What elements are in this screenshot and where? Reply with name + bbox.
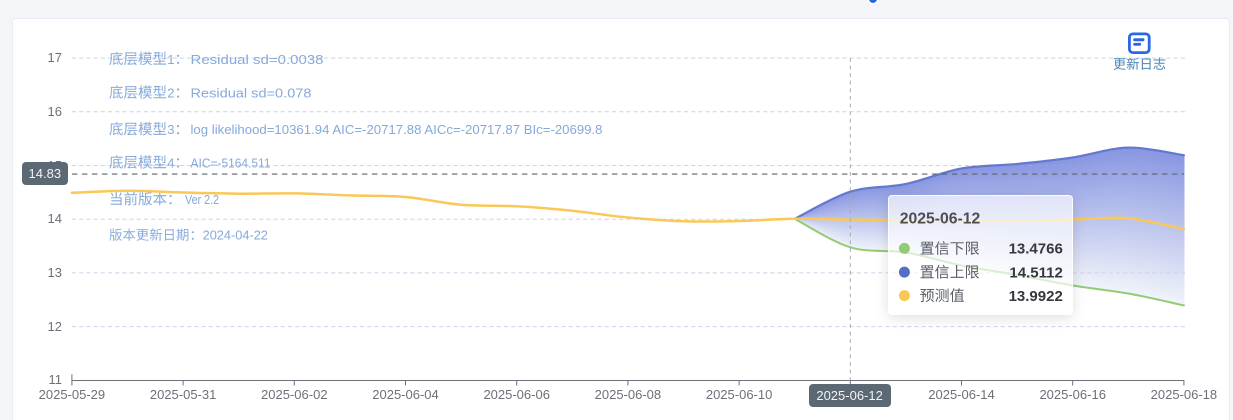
svg-text:AIC=-5164.511: AIC=-5164.511: [191, 156, 271, 171]
svg-text:Ver 2.2: Ver 2.2: [185, 192, 219, 207]
svg-text:4: 4: [167, 156, 174, 171]
svg-text:Residual sd=0.078: Residual sd=0.078: [191, 86, 312, 101]
svg-text:Residual sd=0.0038: Residual sd=0.0038: [191, 52, 324, 67]
svg-text:3: 3: [167, 122, 174, 137]
svg-text:1: 1: [167, 52, 174, 67]
svg-text:log likelihood=10361.94 AIC=-2: log likelihood=10361.94 AIC=-20717.88 AI…: [191, 122, 603, 137]
svg-text:2024-04-22: 2024-04-22: [203, 228, 268, 243]
svg-text:2: 2: [167, 86, 174, 101]
